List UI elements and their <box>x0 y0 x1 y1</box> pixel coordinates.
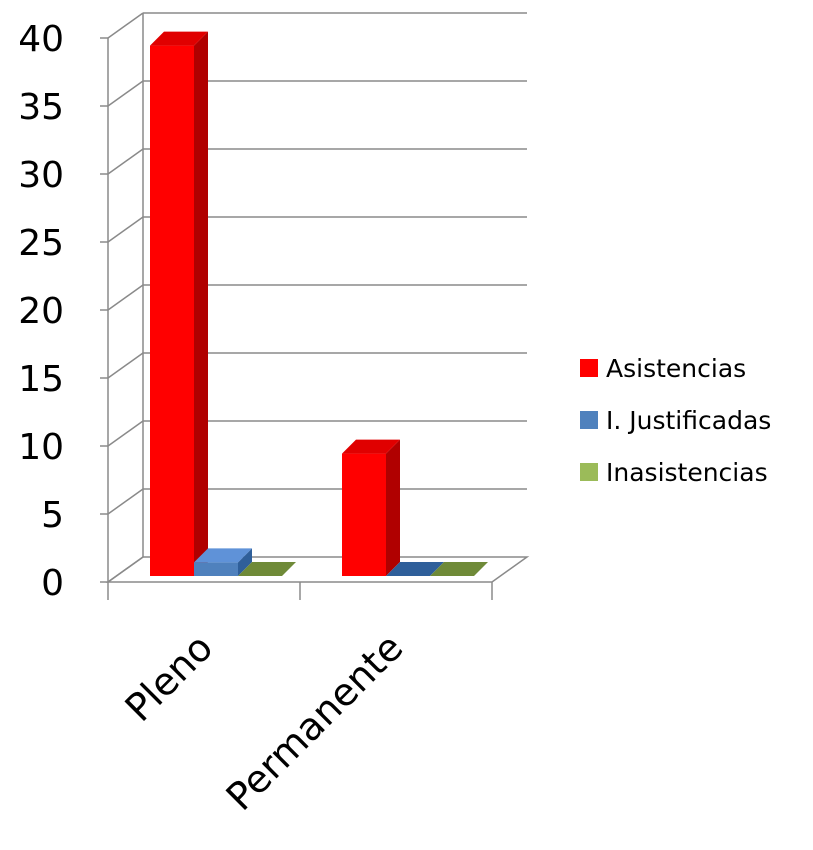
bar-top <box>238 562 296 576</box>
y-tick-label: 10 <box>18 427 64 468</box>
y-axis-ticks: 0 5 10 15 20 25 30 35 40 <box>18 19 64 604</box>
floor <box>105 556 530 583</box>
side-gridline-35 <box>107 80 144 107</box>
y-tick-label: 40 <box>18 19 64 60</box>
legend: Asistencias I. Justificadas Inasistencias <box>580 354 771 487</box>
bar-side <box>194 31 208 577</box>
legend-label: I. Justificadas <box>606 406 771 435</box>
axes <box>100 13 530 600</box>
side-gridline-30 <box>107 148 144 175</box>
bar-i-justificadas-permanente <box>386 562 444 576</box>
bar-asistencias-permanente <box>342 439 400 576</box>
side-gridline-5 <box>107 488 144 515</box>
legend-swatch <box>580 411 598 429</box>
legend-swatch <box>580 463 598 481</box>
legend-item: I. Justificadas <box>580 406 771 435</box>
legend-swatch <box>580 359 598 377</box>
side-gridline-25 <box>107 216 144 243</box>
bar-top <box>342 439 400 454</box>
legend-item: Asistencias <box>580 354 746 383</box>
bar-asistencias-pleno <box>150 31 208 577</box>
bar-top <box>430 562 488 576</box>
y-tick-label: 0 <box>41 563 64 604</box>
side-gridline-40 <box>107 12 144 39</box>
bar-i-justificadas-pleno <box>194 548 252 576</box>
y-tick-label: 30 <box>18 155 64 196</box>
bar-top <box>194 548 252 563</box>
y-tick-label: 35 <box>18 87 64 128</box>
bar-inasistencias-pleno <box>238 562 296 576</box>
legend-item: Inasistencias <box>580 458 768 487</box>
x-category-label: Permanente <box>218 625 412 819</box>
bar-inasistencias-permanente <box>430 562 488 576</box>
x-category-label: Pleno <box>117 625 222 730</box>
side-gridline-20 <box>107 284 144 311</box>
bar-front <box>194 562 238 576</box>
bar-front <box>342 453 386 576</box>
bar-side <box>386 439 400 576</box>
y-tick-label: 20 <box>18 291 64 332</box>
legend-label: Asistencias <box>606 354 746 383</box>
y-tick-label: 25 <box>18 223 64 264</box>
bar-side <box>238 548 252 576</box>
side-gridline-10 <box>107 420 144 447</box>
y-tick-label: 5 <box>41 495 64 536</box>
side-gridline-15 <box>107 352 144 379</box>
bar-top <box>150 31 208 46</box>
bar-top <box>386 562 444 576</box>
y-tick-label: 15 <box>18 359 64 400</box>
bars <box>150 31 488 577</box>
bar-front <box>150 45 194 577</box>
legend-label: Inasistencias <box>606 458 768 487</box>
